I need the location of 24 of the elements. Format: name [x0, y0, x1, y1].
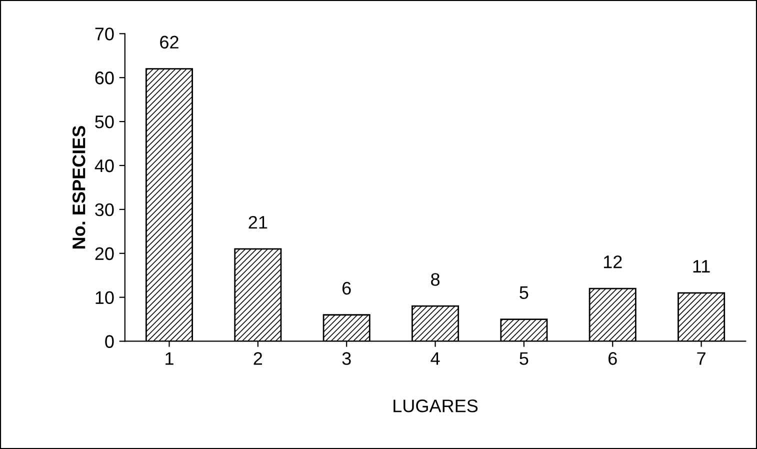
y-axis-title: No. ESPECIES: [72, 126, 86, 248]
x-tick-label: 1: [166, 352, 174, 365]
y-tick-label: 10: [96, 291, 114, 304]
data-label: 21: [248, 216, 268, 229]
x-tick-label: 2: [254, 352, 262, 365]
data-label: 62: [160, 36, 178, 49]
x-tick-label: 6: [608, 352, 617, 365]
data-label: 6: [342, 282, 351, 295]
y-tick-label: 50: [95, 115, 114, 128]
y-tick-label: 70: [95, 28, 114, 40]
x-tick-label: 3: [342, 352, 351, 365]
data-label: 12: [604, 255, 622, 268]
y-tick-label: 60: [95, 72, 114, 84]
x-axis-title: LUGARES: [394, 400, 478, 412]
data-label: 5: [520, 286, 528, 300]
x-tick-label: 5: [520, 352, 528, 365]
y-tick-label: 30: [95, 203, 114, 216]
y-tick-label: 20: [95, 247, 114, 260]
x-tick-label: 4: [430, 352, 440, 365]
data-label: 11: [693, 260, 710, 272]
data-label: 8: [431, 273, 440, 286]
y-tick-label: 40: [94, 159, 114, 172]
x-tick-label: 7: [697, 352, 706, 365]
y-tick-label: 0: [105, 335, 114, 348]
